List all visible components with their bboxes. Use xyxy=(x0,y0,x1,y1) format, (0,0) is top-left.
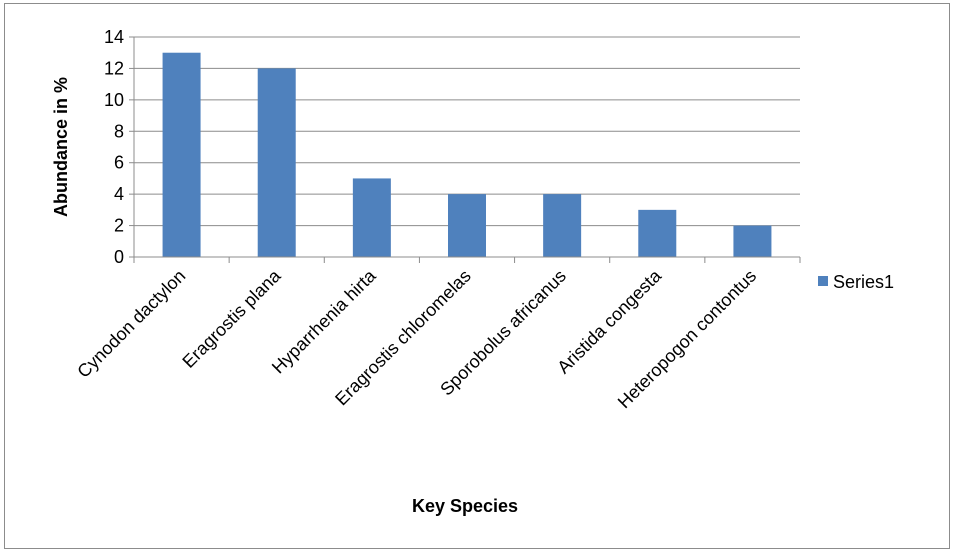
y-tick-label: 4 xyxy=(114,184,124,204)
y-tick-labels: 0 2 4 6 8 10 12 14 xyxy=(104,27,124,267)
x-tick-label: Eragrostis plana xyxy=(178,265,285,372)
x-tick-label: Hyparrhenia hirta xyxy=(268,265,380,377)
y-tick-label: 12 xyxy=(104,58,124,78)
y-tick-label: 2 xyxy=(114,216,124,236)
x-tick-label: Cynodon dactylon xyxy=(73,266,189,382)
chart-frame xyxy=(4,3,950,549)
legend-label-series1: Series1 xyxy=(833,272,894,292)
y-tick-label: 8 xyxy=(114,121,124,141)
y-axis-title: Abundance in % xyxy=(51,77,71,217)
bar-eragrostis-plana xyxy=(257,68,296,257)
y-tick-label: 14 xyxy=(104,27,124,47)
bar-sporobolus-africanus xyxy=(543,194,582,257)
bar-heteropogon-contontus xyxy=(733,225,772,257)
legend-swatch xyxy=(818,276,828,286)
x-axis-title: Key Species xyxy=(412,496,518,516)
x-tick-label: Aristida congesta xyxy=(553,265,665,377)
bar-eragrostis-chloromelas xyxy=(448,194,486,257)
gridlines xyxy=(134,36,800,227)
y-tick-label: 0 xyxy=(114,247,124,267)
bars xyxy=(162,52,772,257)
y-tick-label: 6 xyxy=(114,153,124,173)
bar-cynodon-dactylon xyxy=(162,52,201,257)
legend: Series1 xyxy=(818,272,894,292)
y-tick-label: 10 xyxy=(104,90,124,110)
bar-aristida-congesta xyxy=(638,209,677,257)
axes xyxy=(129,36,801,263)
bar-hyparrhenia-hirta xyxy=(352,178,391,257)
